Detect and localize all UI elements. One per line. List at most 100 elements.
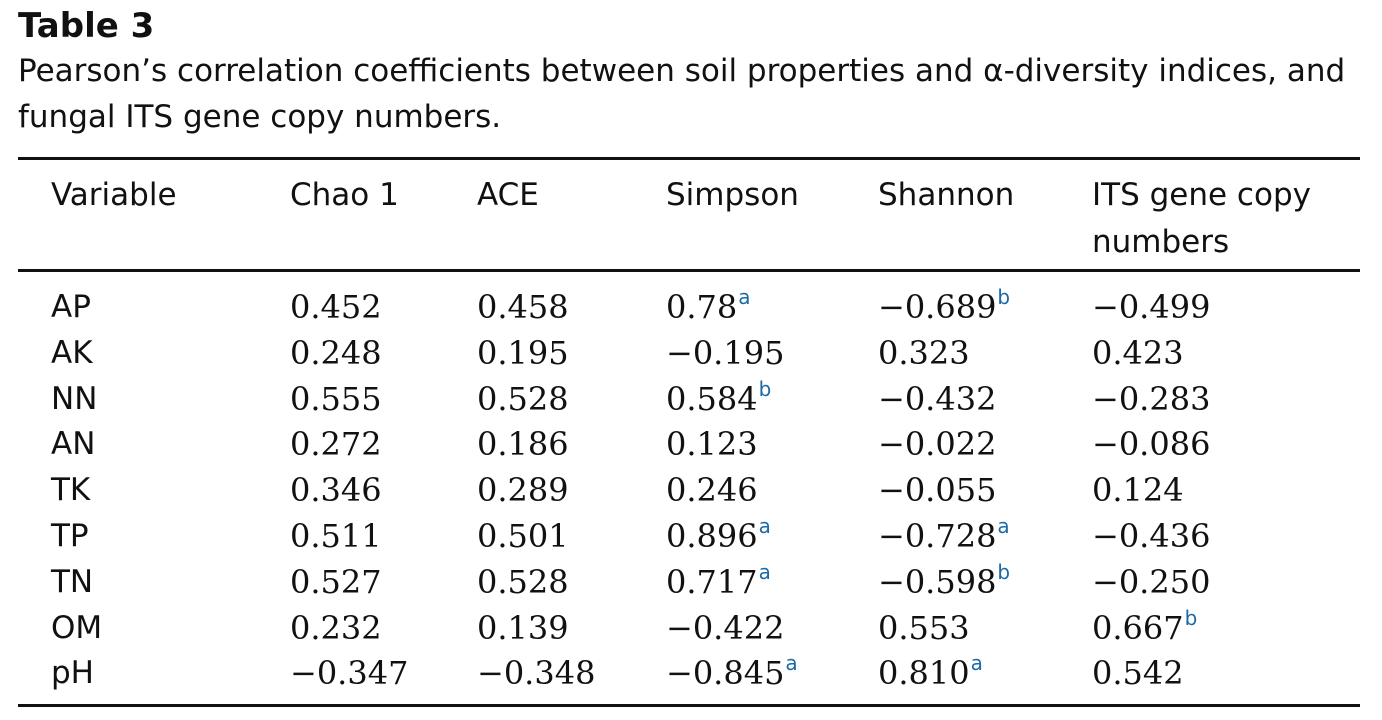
table-header-row: Variable Chao 1 ACE Simpson Shannon ITS … [18, 172, 1360, 267]
cell-variable: TK [51, 468, 90, 514]
cell-value: 0.810 [878, 654, 970, 693]
cell-simpson: 0.584b [666, 377, 771, 427]
cell-variable: AP [51, 285, 91, 331]
cell-value: 0.528 [477, 379, 569, 418]
cell-value: NN [51, 380, 98, 417]
cell-value: −0.432 [878, 379, 997, 418]
table-row: NN 0.555 0.528 0.584b −0.432 −0.283 [18, 377, 1360, 423]
cell-simpson: −0.422 [666, 606, 784, 652]
cell-value: 0.542 [1092, 654, 1184, 693]
cell-value: 0.717 [666, 562, 758, 601]
significance-superscript: b [1184, 605, 1198, 630]
cell-value: −0.022 [878, 425, 997, 464]
cell-shannon: 0.553 [878, 606, 970, 652]
cell-variable: AN [51, 422, 95, 468]
cell-chao1: 0.555 [290, 377, 382, 423]
table-body: AP 0.452 0.458 0.78a −0.689b −0.499 AK 0.248 0.1… [18, 285, 1360, 697]
table-container: Table 3 Pearson’s correlation coefficien… [18, 4, 1360, 707]
cell-chao1: 0.452 [290, 285, 382, 331]
table-row: TN 0.527 0.528 0.717a −0.598b −0.250 [18, 560, 1360, 606]
cell-simpson: 0.717a [666, 560, 771, 610]
cell-value: AN [51, 426, 96, 463]
cell-its-copy-numbers: 0.667b [1092, 606, 1360, 656]
cell-simpson: −0.845a [666, 651, 798, 701]
cell-chao1: −0.347 [290, 651, 408, 697]
significance-superscript: a [758, 559, 771, 584]
cell-value: 0.78 [666, 288, 738, 326]
table-top-rule [18, 157, 1360, 160]
cell-ace: 0.195 [477, 331, 569, 377]
cell-value: −0.436 [1092, 516, 1211, 555]
cell-variable: NN [51, 377, 97, 423]
cell-value: 0.553 [878, 608, 970, 647]
table-row: AN 0.272 0.186 0.123 −0.022 −0.086 [18, 422, 1360, 468]
cell-value: 0.139 [477, 608, 569, 647]
cell-value: −0.055 [878, 471, 997, 510]
cell-its-copy-numbers: −0.283 [1092, 377, 1360, 423]
cell-shannon: −0.728a [878, 514, 1010, 564]
cell-value: pH [51, 655, 94, 692]
cell-value: 0.195 [477, 333, 569, 372]
cell-simpson: 0.896a [666, 514, 771, 564]
cell-value: −0.250 [1092, 562, 1211, 601]
cell-value: 0.272 [290, 425, 382, 464]
cell-its-copy-numbers: −0.499 [1092, 285, 1360, 331]
cell-variable: TN [51, 560, 93, 606]
cell-value: 0.896 [666, 516, 758, 555]
table-bottom-rule [18, 704, 1360, 707]
cell-value: −0.422 [666, 608, 785, 647]
cell-value: TK [51, 472, 91, 509]
cell-ace: 0.501 [477, 514, 569, 560]
cell-value: −0.499 [1092, 288, 1211, 326]
cell-value: 0.528 [477, 562, 569, 601]
cell-variable: pH [51, 651, 94, 697]
cell-value: −0.086 [1092, 425, 1211, 464]
significance-superscript: b [997, 559, 1011, 584]
cell-shannon: 0.810a [878, 651, 983, 701]
cell-value: 0.323 [878, 333, 970, 372]
cell-value: 0.346 [290, 471, 382, 510]
column-header-simpson: Simpson [666, 177, 799, 213]
cell-value: 0.232 [290, 608, 382, 647]
cell-shannon: −0.432 [878, 377, 996, 423]
cell-variable: TP [51, 514, 89, 560]
cell-shannon: −0.598b [878, 560, 1010, 610]
cell-value: 0.124 [1092, 471, 1184, 510]
cell-simpson: 0.78a [666, 285, 751, 335]
table-row: AP 0.452 0.458 0.78a −0.689b −0.499 [18, 285, 1360, 331]
cell-ace: 0.458 [477, 285, 569, 331]
cell-its-copy-numbers: 0.124 [1092, 468, 1360, 514]
cell-value: 0.458 [477, 288, 569, 326]
cell-value: 0.246 [666, 471, 758, 510]
cell-value: −0.845 [666, 654, 785, 693]
table-row: OM 0.232 0.139 −0.422 0.553 0.667b [18, 606, 1360, 652]
cell-chao1: 0.527 [290, 560, 382, 606]
significance-superscript: a [738, 285, 751, 309]
column-header-shannon: Shannon [878, 177, 1015, 213]
cell-value: 0.667 [1092, 608, 1184, 647]
significance-superscript: b [997, 285, 1011, 309]
significance-superscript: a [997, 513, 1010, 538]
cell-variable: OM [51, 606, 102, 652]
cell-simpson: 0.123 [666, 422, 758, 468]
cell-value: 0.248 [290, 333, 382, 372]
cell-ace: −0.348 [477, 651, 595, 697]
cell-ace: 0.139 [477, 606, 569, 652]
cell-value: −0.598 [878, 562, 997, 601]
significance-superscript: a [758, 513, 771, 538]
cell-value: −0.348 [477, 654, 596, 693]
cell-value: OM [51, 609, 103, 646]
cell-value: 0.527 [290, 562, 382, 601]
cell-value: AK [51, 334, 93, 371]
cell-value: 0.186 [477, 425, 569, 464]
significance-superscript: a [785, 651, 798, 676]
cell-value: 0.584 [666, 379, 758, 418]
cell-value: 0.423 [1092, 333, 1184, 372]
cell-shannon: −0.689b [878, 285, 1010, 335]
cell-chao1: 0.272 [290, 422, 382, 468]
cell-chao1: 0.511 [290, 514, 382, 560]
cell-its-copy-numbers: 0.542 [1092, 651, 1360, 697]
cell-chao1: 0.232 [290, 606, 382, 652]
cell-its-copy-numbers: 0.423 [1092, 331, 1360, 377]
cell-value: 0.501 [477, 516, 569, 555]
